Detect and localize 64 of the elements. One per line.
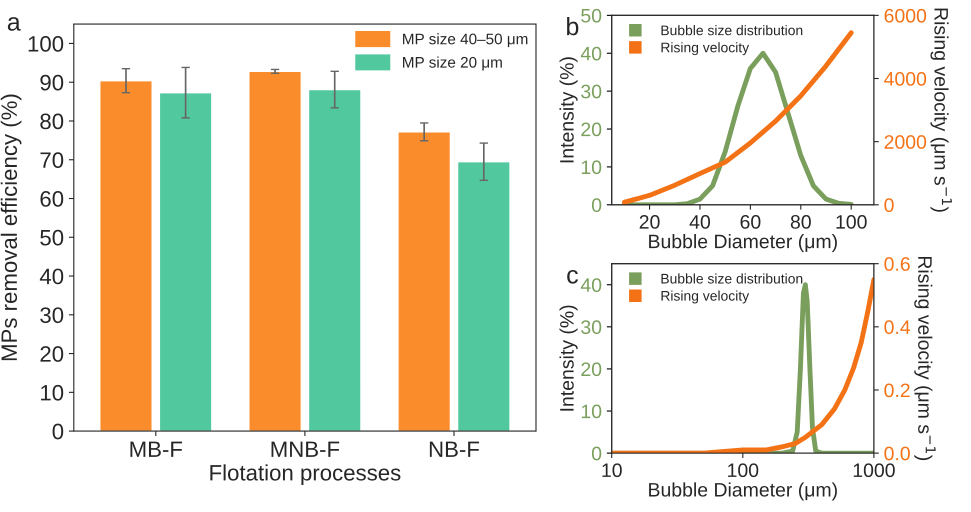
- y-tick-label: 30: [581, 320, 602, 334]
- x-tick-label: 10: [602, 463, 622, 478]
- y2-tick-label: 0.4: [884, 320, 910, 334]
- chart-title: b: [567, 16, 578, 36]
- y-tick-label: 40: [40, 268, 64, 284]
- bar: [308, 88, 362, 432]
- y-tick-label: 10: [41, 384, 64, 401]
- y-tick-label: 40: [580, 278, 602, 292]
- legend-label: Rising velocity: [661, 42, 750, 56]
- x-axis-title: Flotation processes: [210, 464, 400, 486]
- y-tick-label: 80: [40, 114, 64, 130]
- legend-label: MP size 20 μm: [403, 56, 502, 70]
- legend-label: MP size 40–50 μm: [403, 33, 528, 48]
- chart-title: c: [567, 270, 578, 284]
- bar: [99, 80, 153, 432]
- x-tick-label: 60: [740, 215, 760, 229]
- bar: [456, 160, 511, 432]
- x-tick-label: 1000: [854, 463, 895, 478]
- y2-axis-title: Rising velocity (μm s$^{−1}$): [914, 256, 936, 460]
- x-axis-title: Bubble Diameter (μm): [649, 482, 837, 500]
- y-tick-label: 10: [582, 160, 602, 174]
- y-tick-label: 90: [40, 74, 64, 90]
- x-tick-label: 100: [836, 215, 867, 229]
- y2-tick-label: 6000: [884, 8, 926, 23]
- x-axis-title: Bubble Diameter (μm): [649, 234, 837, 252]
- y-tick-label: 30: [40, 307, 64, 324]
- y-tick-label: 50: [581, 8, 602, 23]
- y-tick-label: 60: [40, 191, 64, 207]
- y2-tick-label: 2000: [884, 135, 926, 149]
- x-tick-label: MNB-F: [272, 442, 340, 457]
- bar: [158, 92, 213, 432]
- bar: [397, 131, 452, 432]
- x-tick-label: MB-F: [130, 442, 182, 457]
- y2-tick-label: 4000: [884, 72, 926, 86]
- y-tick-label: 0: [592, 446, 602, 460]
- y-axis-title: Intensity (%): [559, 306, 578, 411]
- y-tick-label: 10: [582, 404, 602, 418]
- y-tick-label: 20: [581, 362, 602, 376]
- x-tick-label: 80: [790, 215, 811, 229]
- y2-tick-label: 0.0: [884, 446, 910, 460]
- legend-label: Bubble size distribution: [661, 273, 802, 284]
- x-tick-label: 40: [690, 215, 710, 229]
- y2-tick-label: 0: [884, 198, 894, 212]
- chart-title: a: [8, 17, 21, 31]
- y-tick-label: 50: [40, 230, 64, 246]
- y-tick-label: 0: [592, 198, 602, 212]
- y-tick-label: 0: [52, 424, 64, 440]
- y-tick-label: 20: [581, 122, 602, 136]
- legend-label: Rising velocity: [661, 290, 750, 304]
- x-tick-label: 100: [728, 463, 758, 478]
- y-tick-label: 20: [40, 346, 64, 362]
- y-tick-label: 100: [28, 36, 64, 52]
- y-tick-label: 40: [580, 46, 602, 60]
- y2-tick-label: 0.2: [884, 383, 910, 398]
- y-tick-label: 70: [40, 152, 64, 168]
- x-tick-label: 20: [640, 215, 660, 229]
- y-tick-label: 30: [581, 84, 602, 98]
- y-axis-title: MPs removal efficiency (%): [0, 94, 22, 360]
- y2-axis-title: Rising velocity (μm s$^{−1}$): [930, 8, 952, 212]
- y-axis-title: Intensity (%): [559, 57, 578, 162]
- bar: [248, 70, 302, 432]
- legend-label: Bubble size distribution: [661, 25, 802, 36]
- y2-tick-label: 0.6: [884, 257, 910, 271]
- x-tick-label: NB-F: [430, 442, 480, 457]
